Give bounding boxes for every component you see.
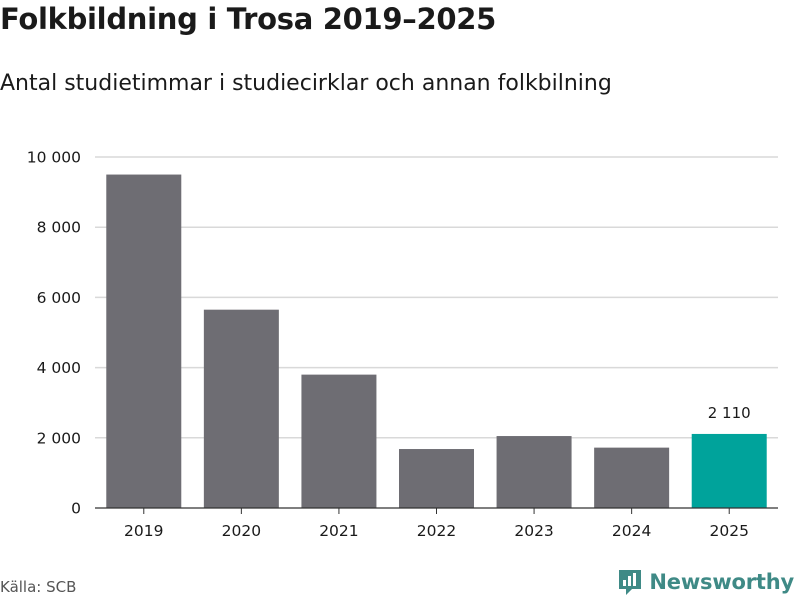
y-tick-label: 0 — [71, 500, 81, 518]
x-tick-label: 2025 — [709, 522, 748, 540]
gridlines — [95, 156, 778, 439]
y-tick-label: 6 000 — [37, 289, 81, 307]
newsworthy-logo-icon — [619, 570, 642, 595]
y-tick-label: 2 000 — [37, 429, 81, 447]
x-tick-label: 2020 — [222, 522, 261, 540]
y-tick-label: 4 000 — [37, 359, 81, 377]
axes — [95, 507, 778, 514]
bar-2024 — [594, 447, 670, 508]
x-tick-label: 2022 — [417, 522, 456, 540]
bar-2021 — [301, 374, 377, 508]
data-label: 2 110 — [708, 404, 751, 422]
bar-2023 — [496, 436, 572, 508]
newsworthy-logo: Newsworthy — [617, 568, 794, 596]
x-tick-label: 2024 — [612, 522, 651, 540]
x-tick-label: 2019 — [124, 522, 163, 540]
chart-title: Folkbildning i Trosa 2019–2025 — [0, 2, 496, 36]
x-tick-label: 2021 — [319, 522, 358, 540]
brand-name: Newsworthy — [649, 570, 794, 594]
y-tick-label: 8 000 — [37, 219, 81, 237]
labels: 0 2 000 4 000 6 000 8 000 10 000 2019 2020 2021 2… — [27, 149, 751, 541]
bar-2025 — [691, 433, 767, 508]
bar-2019 — [106, 174, 182, 509]
chart-subtitle: Antal studietimmar i studiecirklar och a… — [0, 71, 612, 96]
y-tick-label: 10 000 — [27, 149, 81, 167]
source-note: Källa: SCB — [0, 578, 77, 596]
bar-2020 — [203, 309, 279, 508]
bar-2022 — [399, 449, 474, 508]
bars — [106, 174, 767, 509]
x-tick-label: 2023 — [514, 522, 553, 540]
